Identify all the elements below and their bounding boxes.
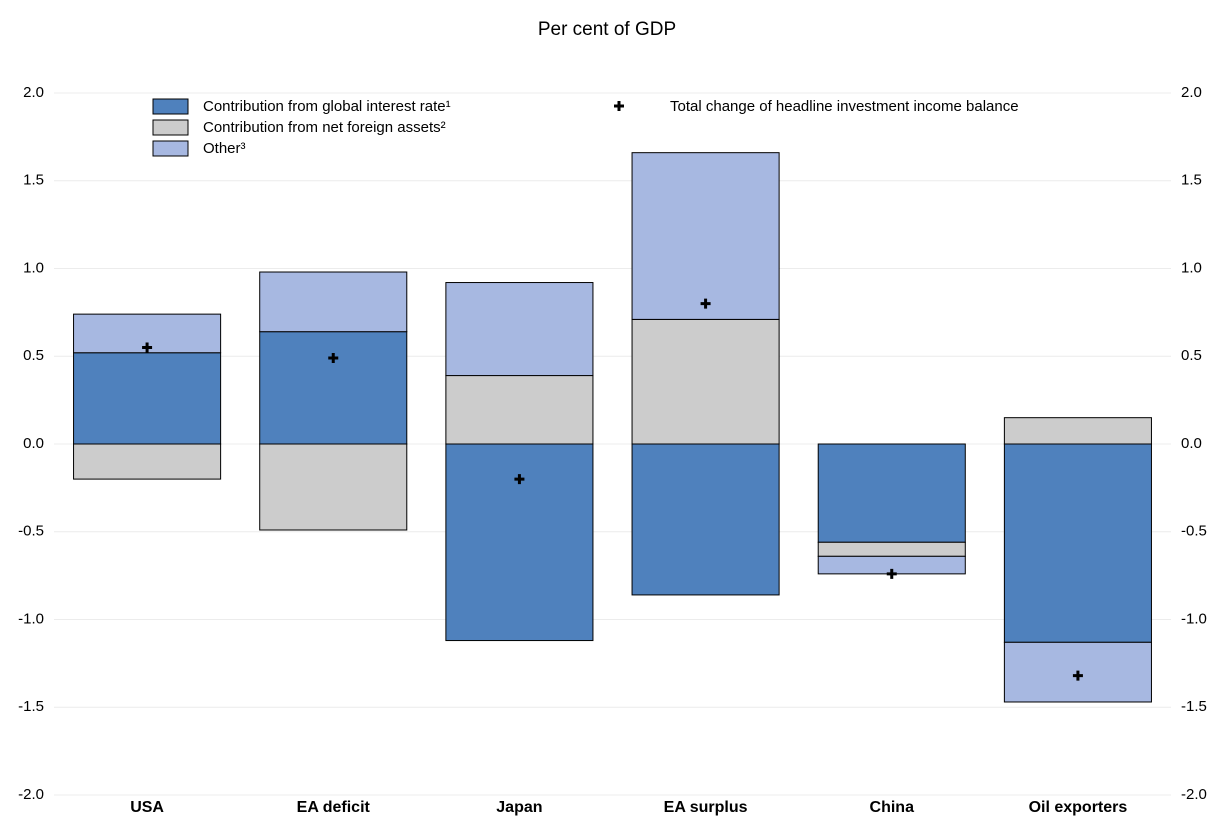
total-marker (328, 353, 339, 364)
y2-tick-label: 0.5 (1181, 347, 1202, 364)
bar-segment (817, 541, 966, 557)
total-marker (142, 342, 153, 353)
y2-tick-label: -1.5 (1181, 698, 1207, 715)
y-tick-label: -2.0 (18, 786, 44, 803)
y2-tick-label: 2.0 (1181, 84, 1202, 101)
chart-subtitle: Per cent of GDP (538, 19, 676, 40)
bar-segment (631, 443, 780, 596)
bar-segment (259, 443, 408, 531)
y2-tick-label: 0.0 (1181, 435, 1202, 452)
total-marker (514, 474, 525, 485)
x-tick-label: Japan (496, 799, 542, 816)
x-tick-label: China (870, 799, 915, 816)
legend-swatch (152, 98, 189, 115)
bar-segment (73, 352, 222, 445)
legend-swatch (152, 119, 189, 136)
y-tick-label: 0.5 (23, 347, 44, 364)
x-tick-label: EA deficit (297, 799, 371, 816)
y-tick-label: -1.5 (18, 698, 44, 715)
bar-segment (1003, 641, 1152, 703)
y2-tick-label: 1.5 (1181, 172, 1202, 189)
bar-segment (817, 443, 966, 543)
total-marker (700, 298, 711, 309)
y-tick-label: 2.0 (23, 84, 44, 101)
y-tick-label: 1.0 (23, 259, 44, 276)
bar-segment (259, 331, 408, 445)
bar-segment (1003, 417, 1152, 445)
bar-segment (1003, 443, 1152, 643)
y2-tick-label: -1.0 (1181, 610, 1207, 627)
legend-label: Contribution from global interest rate¹ (203, 98, 451, 115)
bar-segment (73, 443, 222, 480)
x-tick-label: Oil exporters (1029, 799, 1128, 816)
x-tick-label: EA surplus (664, 799, 748, 816)
x-tick-label: USA (130, 799, 164, 816)
y-tick-label: -1.0 (18, 610, 44, 627)
y2-tick-label: -2.0 (1181, 786, 1207, 803)
y-tick-label: 1.5 (23, 172, 44, 189)
y-tick-label: 0.0 (23, 435, 44, 452)
y-tick-label: -0.5 (18, 523, 44, 540)
bar-segment (445, 375, 594, 445)
legend-label: Other³ (203, 140, 246, 157)
y2-tick-label: 1.0 (1181, 259, 1202, 276)
bar-segment (445, 443, 594, 642)
bar-segment (631, 152, 780, 320)
y2-tick-label: -0.5 (1181, 523, 1207, 540)
legend-label: Contribution from net foreign assets² (203, 119, 446, 136)
legend-label: Total change of headline investment inco… (670, 98, 1019, 115)
legend-marker (614, 101, 624, 111)
bar-segment (259, 271, 408, 333)
total-marker (886, 568, 897, 579)
bar-segment (631, 318, 780, 445)
bar-segment (445, 282, 594, 377)
total-marker (1072, 670, 1083, 681)
legend-swatch (152, 140, 189, 157)
